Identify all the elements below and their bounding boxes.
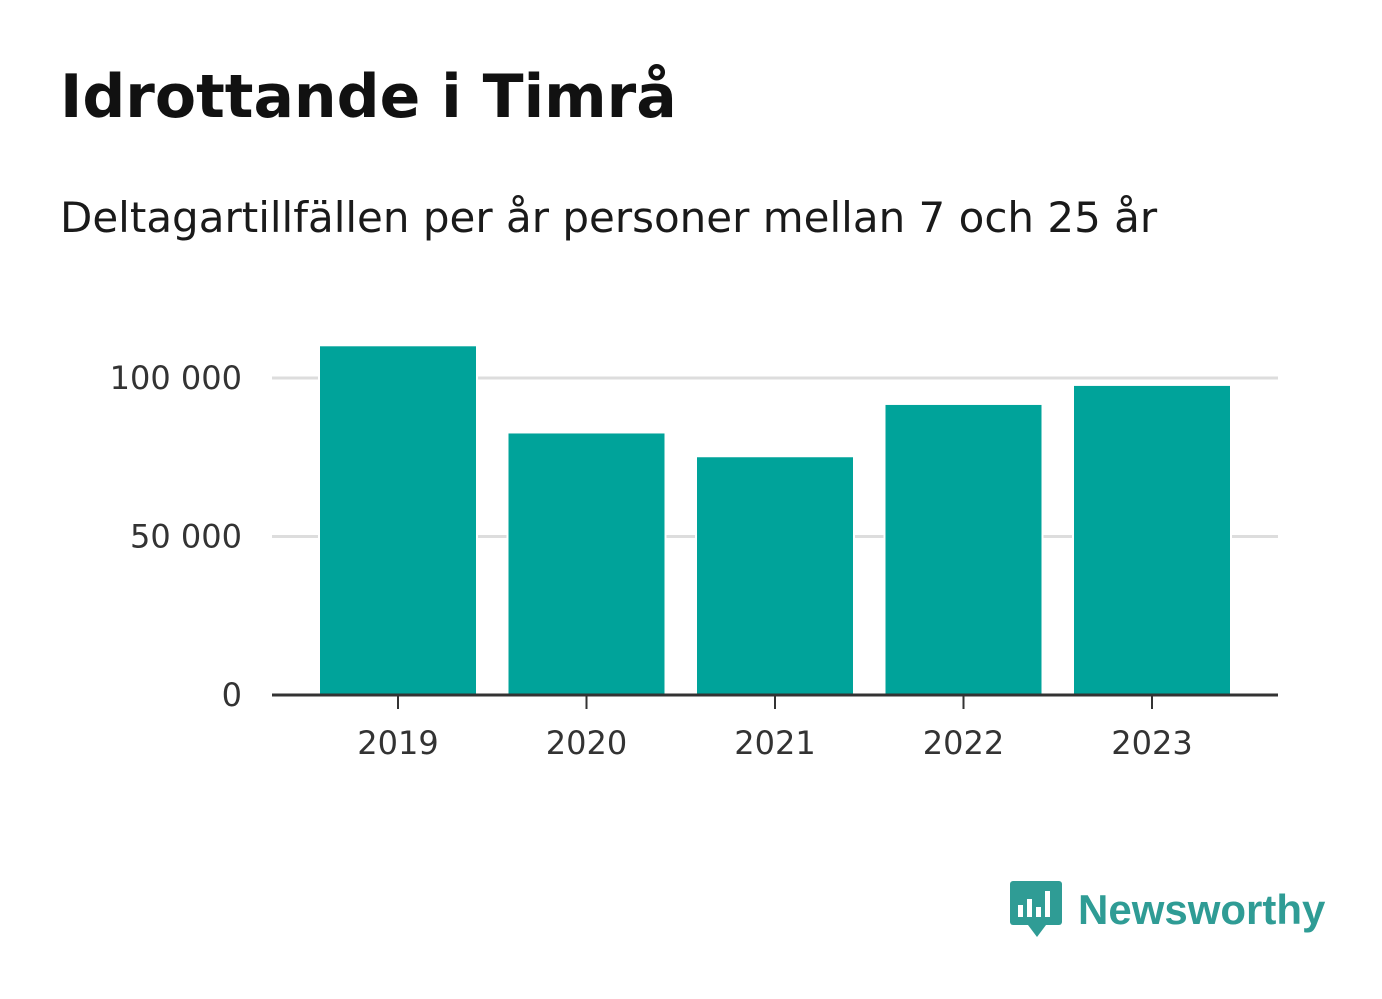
x-tick-label: 2020 — [546, 724, 627, 762]
brand-name: Newsworthy — [1078, 886, 1326, 933]
chart-title: Idrottande i Timrå — [60, 62, 677, 132]
x-tick-label: 2022 — [923, 724, 1004, 762]
x-tick-label: 2023 — [1111, 724, 1192, 762]
bar — [697, 457, 853, 695]
x-axis — [272, 693, 1278, 709]
y-tick-label: 100 000 — [110, 359, 242, 397]
tick-labels: 0 50 000 100 000 2019 2020 2021 2022 2023 — [110, 359, 1193, 762]
y-tick-label: 0 — [222, 676, 242, 714]
bar — [508, 433, 665, 695]
newsworthy-brand: Newsworthy — [1010, 878, 1325, 942]
bar — [320, 346, 476, 695]
chart-subtitle: Deltagartillfällen per år personer mella… — [60, 193, 1158, 242]
y-tick-label: 50 000 — [130, 518, 242, 556]
bar — [1074, 385, 1230, 695]
bar — [885, 404, 1042, 695]
x-tick-label: 2021 — [734, 724, 815, 762]
newsworthy-logo-icon — [1010, 881, 1062, 937]
x-tick-label: 2019 — [357, 724, 438, 762]
bars — [318, 345, 1232, 695]
